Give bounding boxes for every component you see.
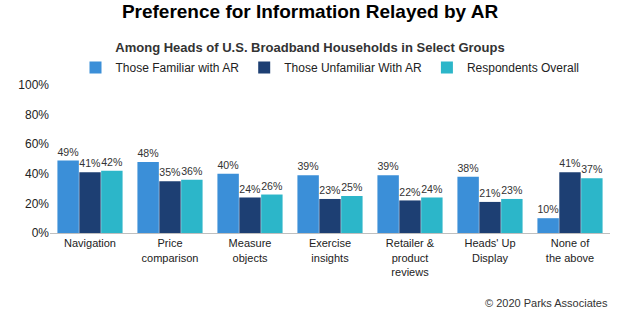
svg-text:48%: 48% (137, 147, 159, 159)
svg-text:41%: 41% (559, 157, 581, 169)
svg-text:Those Familiar with AR: Those Familiar with AR (116, 61, 240, 75)
svg-text:Among Heads of U.S. Broadband: Among Heads of U.S. Broadband Households… (115, 40, 504, 55)
svg-text:49%: 49% (57, 146, 79, 158)
svg-text:20%: 20% (25, 197, 49, 211)
svg-text:24%: 24% (421, 183, 443, 195)
svg-text:22%: 22% (399, 186, 421, 198)
svg-text:24%: 24% (239, 183, 261, 195)
svg-text:0%: 0% (32, 226, 50, 240)
svg-text:© 2020 Parks Associates: © 2020 Parks Associates (485, 297, 608, 309)
svg-text:Exerciseinsights: Exerciseinsights (309, 237, 351, 263)
svg-text:39%: 39% (297, 160, 319, 172)
svg-text:42%: 42% (101, 156, 123, 168)
svg-text:Those Unfamiliar With AR: Those Unfamiliar With AR (284, 61, 422, 75)
svg-text:21%: 21% (479, 187, 501, 199)
svg-text:39%: 39% (377, 160, 399, 172)
svg-text:60%: 60% (25, 137, 49, 151)
svg-text:Respondents Overall: Respondents Overall (467, 61, 579, 75)
svg-text:23%: 23% (319, 184, 341, 196)
svg-text:80%: 80% (25, 108, 49, 122)
svg-text:Measureobjects: Measureobjects (229, 237, 272, 263)
svg-text:23%: 23% (501, 184, 523, 196)
svg-text:40%: 40% (25, 167, 49, 181)
svg-text:Retailer &productreviews: Retailer &productreviews (386, 237, 435, 278)
svg-text:35%: 35% (159, 166, 181, 178)
svg-text:10%: 10% (537, 203, 559, 215)
svg-text:40%: 40% (217, 159, 239, 171)
svg-text:None ofthe above: None ofthe above (546, 237, 594, 263)
svg-text:Navigation: Navigation (64, 237, 116, 249)
svg-text:26%: 26% (261, 180, 283, 192)
svg-text:Pricecomparison: Pricecomparison (142, 237, 199, 263)
svg-text:37%: 37% (581, 163, 603, 175)
svg-text:38%: 38% (457, 162, 479, 174)
svg-text:25%: 25% (341, 181, 363, 193)
svg-text:41%: 41% (79, 157, 101, 169)
svg-text:36%: 36% (181, 165, 203, 177)
svg-text:Heads' UpDisplay: Heads' UpDisplay (464, 237, 515, 263)
svg-text:Preference for Information Rel: Preference for Information Relayed by AR (122, 1, 499, 22)
svg-text:100%: 100% (18, 78, 49, 92)
